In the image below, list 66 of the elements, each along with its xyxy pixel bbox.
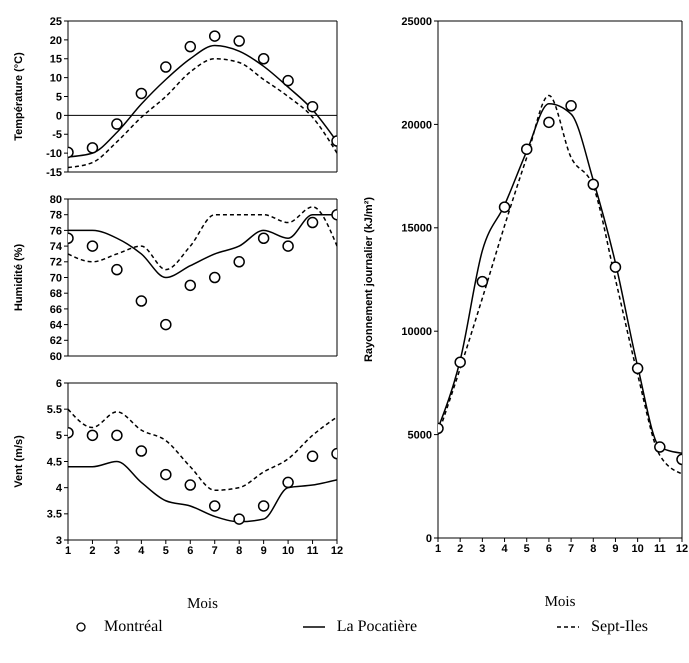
y-tick-label: 0 xyxy=(56,110,62,122)
x-axis-title: Mois xyxy=(187,596,218,612)
x-tick-label: 10 xyxy=(632,542,644,555)
y-tick-label: 25000 xyxy=(401,16,432,28)
y-tick-label: 25 xyxy=(50,16,62,28)
y-axis-title: Vent (m/s) xyxy=(12,434,25,488)
y-tick-label: 68 xyxy=(50,288,62,300)
legend-label: Sept-Iles xyxy=(591,618,648,636)
y-tick-label: 4 xyxy=(56,482,63,495)
x-tick-label: 1 xyxy=(64,544,72,557)
x-tick-label: 10 xyxy=(282,544,294,557)
x-tick-label: 2 xyxy=(89,544,96,557)
y-tick-label: 76 xyxy=(50,225,62,238)
y-tick-label: 5000 xyxy=(408,430,432,442)
y-tick-label: 15000 xyxy=(401,222,432,235)
y-tick-label: 5 xyxy=(56,430,62,442)
y-tick-label: 64 xyxy=(50,320,63,332)
y-axis-title: Rayonnement journalier (kJ/m²) xyxy=(362,196,375,362)
y-tick-label: 20 xyxy=(50,34,62,47)
y-tick-label: 15 xyxy=(50,54,62,66)
x-tick-label: 3 xyxy=(114,544,120,557)
x-tick-label: 11 xyxy=(654,542,666,555)
y-tick-label: -5 xyxy=(52,129,62,142)
x-tick-label: 5 xyxy=(162,544,169,557)
y-tick-label: -15 xyxy=(46,166,62,179)
y-tick-label: 62 xyxy=(50,335,62,348)
x-tick-label: 9 xyxy=(612,542,619,555)
y-tick-label: 70 xyxy=(50,272,62,284)
y-tick-label: -10 xyxy=(46,148,62,160)
y-tick-label: 5.5 xyxy=(46,404,62,416)
x-tick-label: 8 xyxy=(236,544,242,557)
x-tick-label: 4 xyxy=(501,542,508,555)
x-tick-label: 11 xyxy=(306,544,318,557)
y-tick-label: 66 xyxy=(50,304,62,316)
y-tick-label: 20000 xyxy=(401,119,432,132)
y-tick-label: 6 xyxy=(56,378,62,390)
y-axis-title: Humidité (%) xyxy=(12,244,25,312)
y-tick-label: 10 xyxy=(50,72,62,85)
y-tick-label: 0 xyxy=(426,532,432,545)
y-tick-label: 10000 xyxy=(401,326,432,338)
legend-label: La Pocatière xyxy=(336,618,418,636)
x-tick-label: 4 xyxy=(138,544,146,557)
x-tick-label: 3 xyxy=(479,542,486,555)
x-tick-label: 1 xyxy=(434,542,442,555)
x-tick-label: 2 xyxy=(457,542,464,555)
x-tick-label: 8 xyxy=(590,542,596,555)
x-tick-label: 12 xyxy=(676,542,688,555)
y-tick-label: 80 xyxy=(50,194,62,206)
y-axis-title: Température (°C) xyxy=(12,52,25,141)
x-tick-label: 5 xyxy=(524,542,530,555)
y-tick-label: 5 xyxy=(56,91,62,104)
y-tick-label: 4.5 xyxy=(46,456,62,468)
y-tick-label: 3.5 xyxy=(46,508,62,521)
legend-label: Montréal xyxy=(104,618,163,636)
x-tick-label: 6 xyxy=(187,544,194,557)
x-tick-label: 9 xyxy=(260,544,267,557)
x-axis-title: Mois xyxy=(544,594,576,610)
x-tick-label: 12 xyxy=(330,544,344,557)
x-tick-label: 6 xyxy=(546,542,552,555)
x-tick-label: 7 xyxy=(568,542,574,555)
y-tick-label: 60 xyxy=(50,350,62,363)
y-tick-label: 3 xyxy=(56,534,62,547)
y-tick-label: 78 xyxy=(50,210,62,222)
x-tick-label: 7 xyxy=(212,544,218,557)
y-tick-label: 72 xyxy=(50,256,62,269)
y-tick-label: 74 xyxy=(50,241,63,254)
